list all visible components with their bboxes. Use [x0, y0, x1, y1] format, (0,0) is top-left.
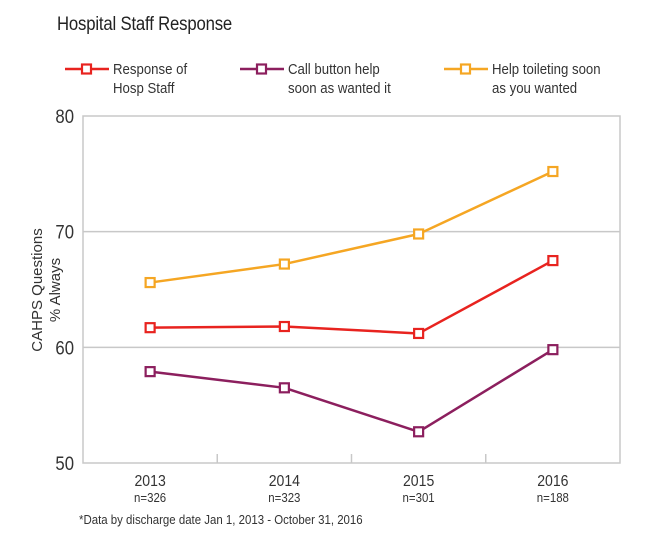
x-tick-sublabel: n=301	[403, 490, 435, 505]
legend-label: Call button help soon as wanted it	[288, 61, 391, 97]
y-axis-label: CAHPS Questions% Always	[29, 228, 64, 351]
series-line	[150, 259, 554, 335]
y-axis-label-line: CAHPS Questions	[29, 228, 46, 351]
y-tick-label: 80	[55, 106, 74, 127]
y-tick-label: 60	[55, 337, 74, 358]
y-tick-label: 70	[55, 222, 74, 243]
x-tick-label: 2013	[134, 472, 165, 490]
data-point	[144, 366, 156, 378]
legend-item-call-button-help: Call button help soon as wanted it	[240, 60, 405, 98]
data-point	[547, 344, 559, 356]
x-tick-label: 2015	[403, 472, 434, 490]
data-point	[278, 258, 290, 270]
series-line	[149, 348, 554, 434]
data-point	[278, 320, 290, 333]
footnote: *Data by discharge date Jan 1, 2013 - Oc…	[79, 512, 363, 527]
x-tick-sublabel: n=323	[268, 490, 300, 505]
x-tick-sublabel: n=326	[134, 490, 166, 505]
x-tick-label: 2014	[269, 472, 300, 490]
legend-label: Help toileting soon as you wanted	[492, 61, 601, 97]
data-point	[413, 228, 425, 240]
x-tick-sublabel: n=188	[537, 490, 569, 505]
data-point	[547, 165, 559, 178]
chart-title: Hospital Staff Response	[57, 14, 233, 35]
legend-item-help-toileting: Help toileting soon as you wanted	[444, 60, 615, 98]
data-point	[413, 327, 425, 340]
legend-marker-icon	[240, 63, 284, 75]
series-line	[149, 170, 554, 284]
data-point	[144, 322, 156, 334]
data-point	[547, 254, 559, 267]
data-point	[413, 426, 425, 438]
legend-label: Response of Hosp Staff	[113, 61, 188, 97]
data-point	[278, 382, 290, 394]
y-axis-label-line: % Always	[47, 258, 64, 322]
legend-marker-icon	[444, 63, 488, 75]
y-tick-label: 50	[55, 453, 74, 474]
data-point	[144, 276, 156, 289]
legend-marker-icon	[65, 63, 109, 75]
legend-item-response-of-hosp-staff: Response of Hosp Staff	[65, 60, 197, 98]
x-tick-label: 2016	[537, 472, 568, 490]
